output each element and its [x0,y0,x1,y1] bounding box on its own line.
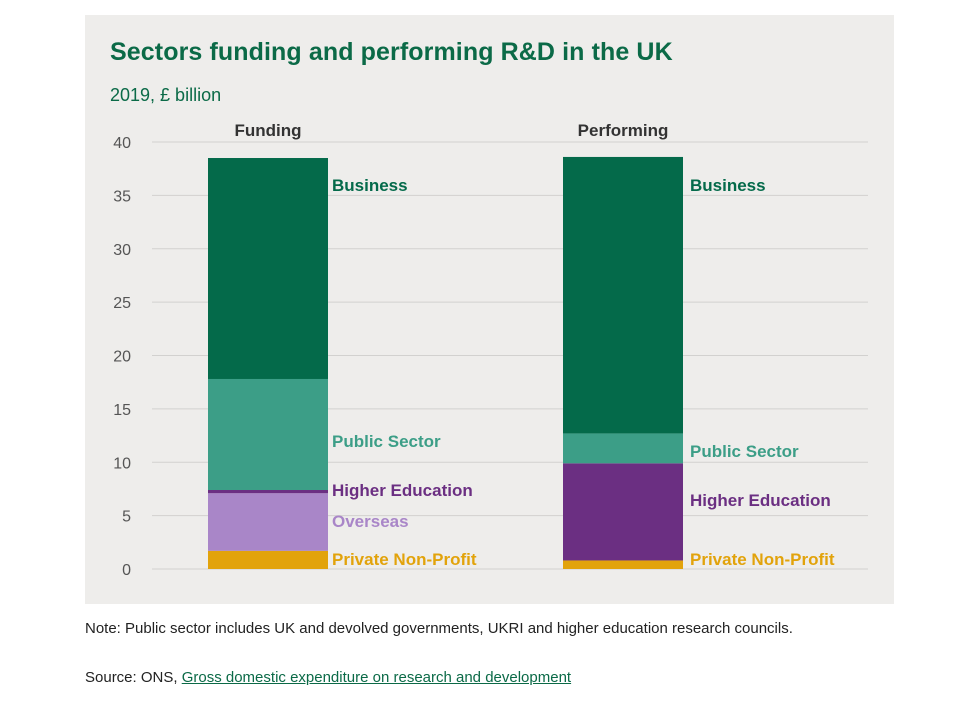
column-headers: Funding Performing [234,121,668,140]
bar-segment-overseas [208,493,328,551]
y-tick-label: 5 [122,509,131,526]
segment-label: Business [332,176,408,195]
y-axis-ticks: 0 5 10 15 20 25 30 35 40 [113,135,131,579]
y-tick-label: 30 [113,242,131,259]
y-tick-label: 15 [113,402,131,419]
bar-segment-private-non-profit [563,560,683,569]
y-tick-label: 10 [113,455,131,472]
bars [208,156,683,569]
segment-label: Private Non-Profit [332,550,477,569]
segment-label: Public Sector [690,442,799,461]
source-prefix: Source: ONS, [85,669,182,686]
segment-label: Overseas [332,512,409,531]
y-tick-label: 35 [113,188,131,205]
column-header: Performing [578,121,669,140]
bar-segment-higher-education [563,463,683,561]
y-tick-label: 25 [113,295,131,312]
segment-label: Private Non-Profit [690,550,835,569]
chart-title: Sectors funding and performing R&D in th… [110,38,673,66]
segment-label: Business [690,176,766,195]
bar-segment-business [563,156,683,434]
y-tick-label: 20 [113,349,131,366]
bar-segment-private-non-profit [208,550,328,569]
bar-segment-higher-education [208,490,328,494]
chart-note: Note: Public sector includes UK and devo… [85,620,793,637]
bar-segment-public-sector [563,433,683,464]
segment-label: Public Sector [332,432,441,451]
segment-label: Higher Education [690,491,831,510]
source-link[interactable]: Gross domestic expenditure on research a… [181,669,572,686]
segment-label: Higher Education [332,481,473,500]
segment-labels: Private Non-Profit Overseas Higher Educati… [332,176,835,569]
chart-source: Source: ONS, Gross domestic expenditure … [85,667,571,689]
chart-subtitle: 2019, £ billion [110,85,222,105]
y-tick-label: 0 [122,562,131,579]
y-tick-label: 40 [113,135,131,152]
bar-segment-public-sector [208,378,328,491]
bar-segment-business [208,158,328,379]
column-header: Funding [234,121,301,140]
